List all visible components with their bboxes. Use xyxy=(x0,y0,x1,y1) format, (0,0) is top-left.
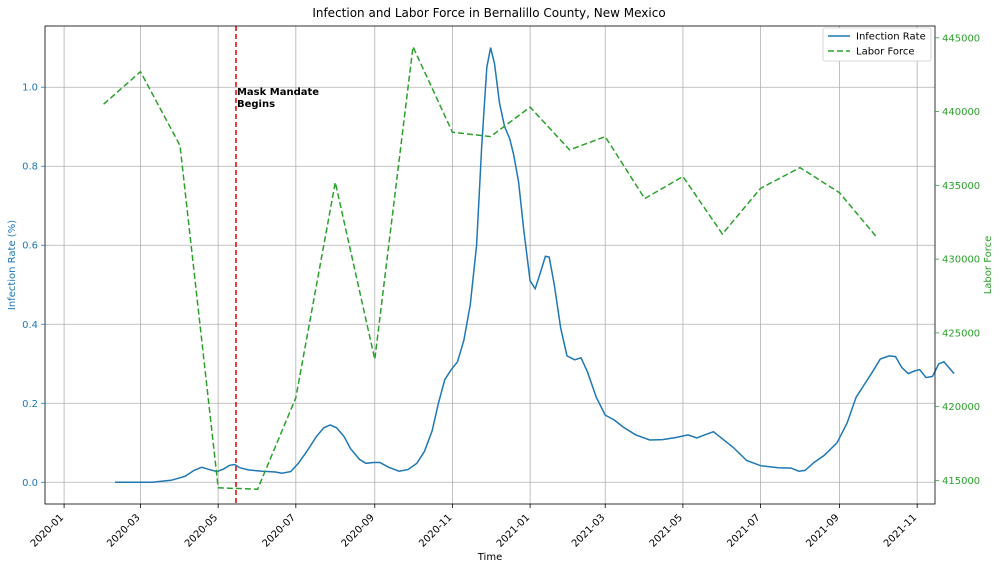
x-axis-label: Time xyxy=(477,552,502,563)
annotation-group: Mask Mandate Begins xyxy=(235,26,319,504)
left-tick-label: 1.0 xyxy=(22,83,38,94)
plot-frame xyxy=(44,25,936,505)
labor-force-line xyxy=(103,43,879,490)
annotation-line-1: Mask Mandate xyxy=(237,87,319,98)
left-tick-label: 0.6 xyxy=(22,241,38,252)
left-tick-label: 0.2 xyxy=(22,399,38,410)
left-tick-label: 0.4 xyxy=(22,320,38,331)
right-tick-label: 420000 xyxy=(942,402,980,413)
chart-title: Infection and Labor Force in Bernalillo … xyxy=(312,6,665,20)
legend: Infection Rate Labor Force xyxy=(822,27,932,62)
annotation-line-2: Begins xyxy=(237,99,275,110)
left-tick-label: 0.8 xyxy=(22,162,38,173)
right-axis-label: Labor Force xyxy=(983,236,994,295)
left-tick-label: 0.0 xyxy=(22,478,38,489)
right-tick-label: 435000 xyxy=(942,181,980,192)
right-tick-label: 415000 xyxy=(942,476,980,487)
infection-rate-line xyxy=(115,47,955,484)
right-tick-label: 425000 xyxy=(942,328,980,339)
right-tick-label: 445000 xyxy=(942,33,980,44)
grid-lines xyxy=(45,26,935,504)
right-tick-label: 440000 xyxy=(942,107,980,118)
left-axis-ticks: 0.0 0.2 0.4 0.6 0.8 1.0 xyxy=(22,83,45,489)
left-axis-label: Infection Rate (%) xyxy=(7,220,18,310)
right-tick-label: 430000 xyxy=(942,255,980,266)
right-axis-ticks: 415000 420000 425000 430000 435000 440000 4450… xyxy=(935,33,980,487)
legend-label-infection: Infection Rate xyxy=(856,32,926,43)
legend-label-labor: Labor Force xyxy=(856,47,915,58)
